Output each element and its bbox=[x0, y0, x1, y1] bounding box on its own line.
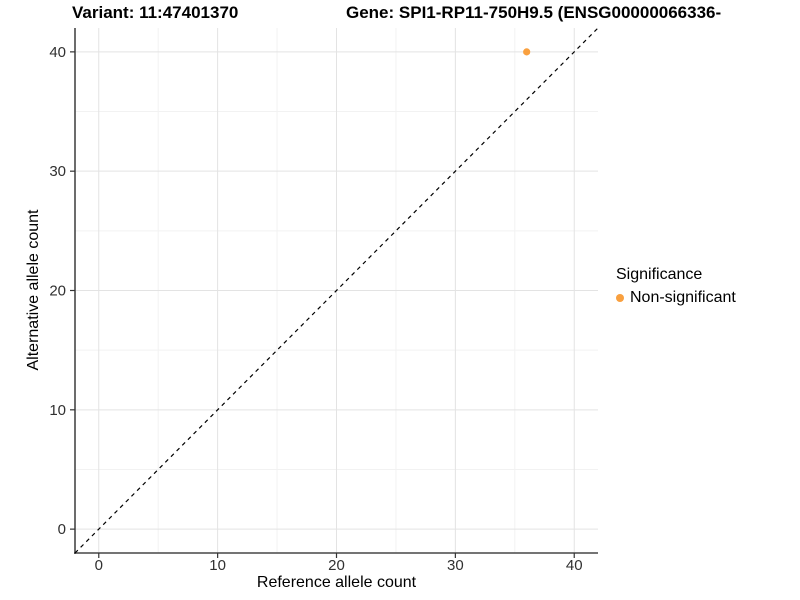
x-tick-label: 20 bbox=[328, 557, 345, 574]
y-tick-label: 30 bbox=[49, 163, 66, 180]
data-point bbox=[523, 48, 531, 56]
gene-title: Gene: SPI1-RP11-750H9.5 (ENSG00000066336… bbox=[346, 3, 722, 22]
legend-title: Significance bbox=[616, 266, 703, 283]
x-tick-label: 30 bbox=[447, 557, 464, 574]
x-tick-label: 0 bbox=[95, 557, 103, 574]
legend-item-label: Non-significant bbox=[630, 289, 736, 306]
x-axis-label: Reference allele count bbox=[256, 574, 417, 591]
legend-item: Non-significant bbox=[616, 289, 736, 307]
x-tick-label: 10 bbox=[209, 557, 226, 574]
identity-dashed-line bbox=[74, 27, 599, 554]
x-tick-label: 40 bbox=[566, 557, 583, 574]
legend: Significance Non-significant bbox=[616, 266, 736, 307]
y-tick-label: 20 bbox=[49, 283, 66, 300]
y-tick-label: 10 bbox=[49, 402, 66, 419]
variant-title: Variant: 11:47401370 bbox=[72, 3, 239, 22]
legend-point-swatch bbox=[616, 294, 624, 302]
y-axis-label: Alternative allele count bbox=[25, 209, 42, 371]
y-tick-label: 40 bbox=[49, 44, 66, 61]
y-tick-label: 0 bbox=[58, 521, 66, 538]
